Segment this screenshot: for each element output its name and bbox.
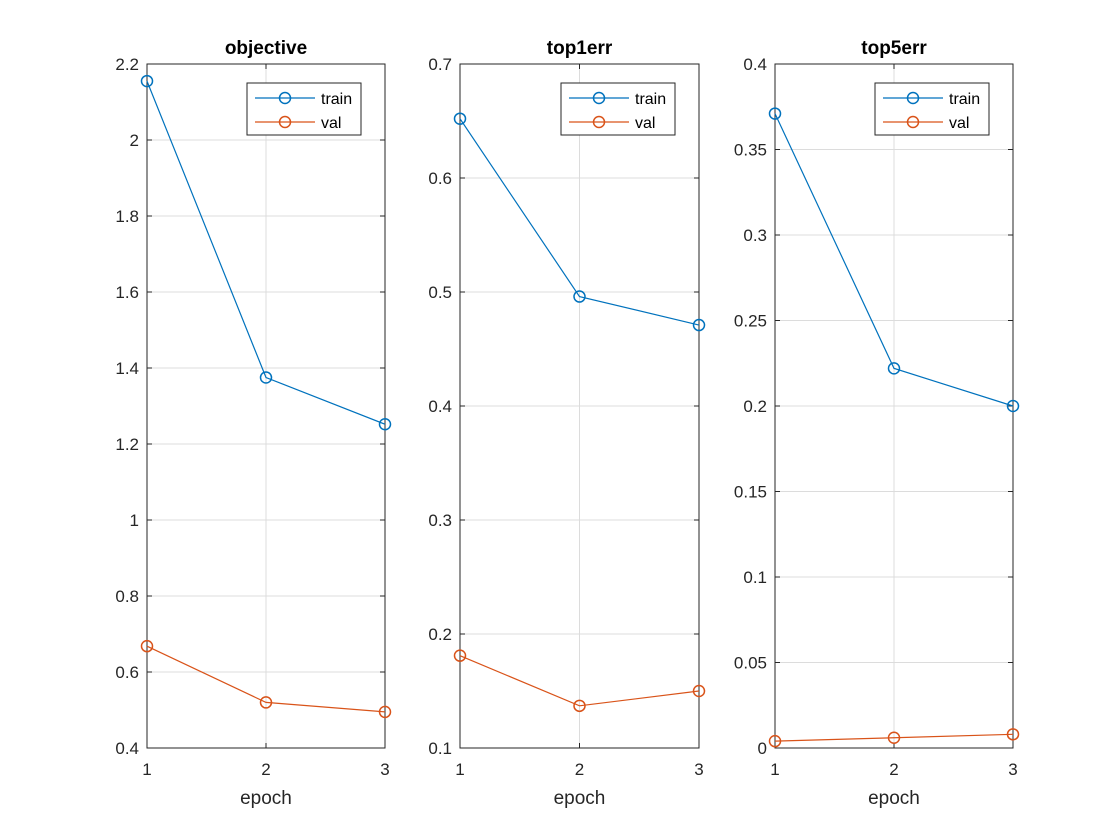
series-line-train (459, 118, 700, 326)
x-tick-label: 3 (694, 760, 703, 779)
data-point-train (259, 371, 273, 384)
data-point-train (1006, 399, 1020, 413)
y-tick-label: 0.8 (115, 587, 139, 606)
y-tick-label: 0.2 (743, 397, 767, 416)
legend: train val (560, 82, 676, 136)
legend-marker-val (592, 115, 606, 129)
legend: train val (874, 82, 990, 136)
data-point-train (573, 290, 586, 303)
y-tick-label: 0.7 (428, 55, 452, 74)
y-tick-label: 1 (130, 511, 139, 530)
y-tick-label: 1.6 (115, 283, 139, 302)
data-point-train (378, 417, 392, 431)
x-tick-label: 3 (380, 760, 389, 779)
x-tick-label: 2 (261, 760, 270, 779)
data-point-val (259, 696, 273, 709)
chart-panel-top1err: 0.1 0.2 0.3 0.4 0.5 0.6 0.7 1 2 3 top1err epoch trai… (428, 38, 706, 809)
y-tick-label: 1.8 (115, 207, 139, 226)
data-point-val (768, 734, 782, 748)
data-point-val (140, 639, 154, 653)
y-tick-label: 0.25 (734, 312, 767, 331)
data-point-val (378, 705, 392, 719)
data-point-train (140, 74, 154, 88)
legend-label-val: val (635, 115, 655, 132)
legend-label-train: train (949, 91, 980, 108)
y-tick-label: 0.1 (428, 739, 452, 758)
y-tick-label: 0.2 (428, 625, 452, 644)
legend-marker-train (906, 91, 920, 105)
data-point-train (692, 318, 706, 332)
x-tick-label: 1 (455, 760, 464, 779)
y-tick-label: 1.2 (115, 435, 139, 454)
y-tick-label: 0.4 (428, 397, 452, 416)
x-axis-label: epoch (554, 788, 606, 809)
y-tick-label: 2 (130, 131, 139, 150)
x-tick-label: 1 (770, 760, 779, 779)
series-line-val (146, 645, 386, 713)
legend-label-val: val (321, 115, 341, 132)
x-tick-label: 3 (1008, 760, 1017, 779)
y-tick-label: 0.35 (734, 141, 767, 160)
legend-label-train: train (635, 91, 666, 108)
chart-panel-objective: 0.4 0.6 0.8 1 1.2 1.4 1.6 1.8 2 2.2 1 2 3 objective ep… (115, 38, 392, 809)
y-tick-label: 0.4 (743, 55, 767, 74)
legend-box (874, 82, 990, 136)
series-line-train (774, 113, 1014, 407)
legend-marker-train (592, 91, 606, 105)
y-tick-label: 2.2 (115, 55, 139, 74)
y-tick-label: 1.4 (115, 359, 139, 378)
legend-label-train: train (321, 91, 352, 108)
legend-label-val: val (949, 115, 969, 132)
chart-title: objective (225, 38, 307, 59)
y-tick-label: 0.5 (428, 283, 452, 302)
y-tick-label: 0 (758, 739, 767, 758)
data-point-val (453, 649, 467, 662)
chart-title: top1err (547, 38, 613, 59)
legend-marker-val (278, 115, 292, 129)
legend-box (246, 82, 362, 136)
y-tick-label: 0.3 (428, 511, 452, 530)
chart-title: top5err (861, 38, 927, 59)
x-axis-label: epoch (240, 788, 292, 809)
y-tick-label: 0.15 (734, 483, 767, 502)
legend: train val (246, 82, 362, 136)
chart-panel-top5err: 0 0.05 0.1 0.15 0.2 0.25 0.3 0.35 0.4 1 2 3 top5err e… (734, 38, 1020, 809)
data-point-val (692, 684, 706, 698)
y-tick-label: 0.4 (115, 739, 139, 758)
legend-box (560, 82, 676, 136)
x-axis-label: epoch (868, 788, 920, 809)
data-point-train (453, 112, 467, 125)
data-point-val (573, 699, 586, 713)
series-line-val (459, 655, 700, 707)
data-point-val (887, 731, 901, 744)
x-tick-label: 2 (889, 760, 898, 779)
y-tick-label: 0.3 (743, 226, 767, 245)
series-line-train (146, 80, 386, 425)
y-tick-label: 0.6 (115, 663, 139, 682)
y-tick-label: 0.1 (743, 568, 767, 587)
data-point-val (1006, 728, 1020, 741)
data-point-train (887, 362, 901, 375)
x-tick-label: 1 (142, 760, 151, 779)
series-line-val (774, 733, 1014, 742)
y-tick-label: 0.6 (428, 169, 452, 188)
x-tick-label: 2 (575, 760, 584, 779)
legend-marker-train (278, 91, 292, 105)
data-point-train (768, 107, 782, 120)
y-tick-label: 0.05 (734, 654, 767, 673)
legend-marker-val (906, 115, 920, 129)
